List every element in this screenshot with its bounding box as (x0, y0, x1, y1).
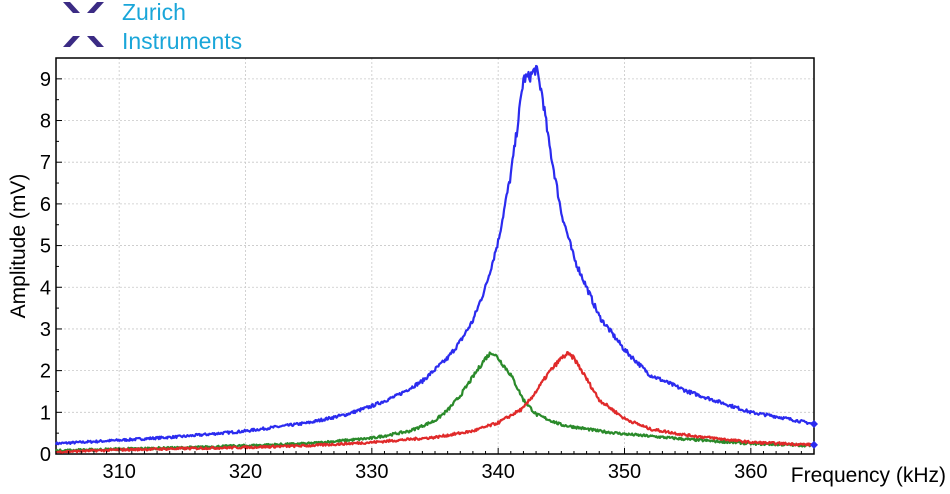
series-line-3 (55, 351, 815, 454)
y-tick-label: 1 (40, 402, 51, 424)
series-layer (54, 64, 818, 454)
x-tick-label: 340 (481, 461, 514, 483)
brand-name-line1: Zurich (122, 0, 186, 25)
y-tick-label: 9 (40, 69, 51, 91)
y-tick-label: 4 (40, 277, 51, 299)
y-tick-label: 5 (40, 236, 51, 258)
brand-name-line2: Instruments (122, 28, 242, 54)
x-tick-label: 320 (229, 461, 262, 483)
plot-frame (55, 57, 815, 455)
zurich-instruments-logo-icon (63, 2, 104, 47)
y-tick-label: 6 (40, 194, 51, 216)
x-tick-label: 360 (734, 461, 767, 483)
x-tick-label: 350 (608, 461, 641, 483)
series-end-marker (810, 440, 818, 449)
y-axis-label: Amplitude (mV) (7, 174, 30, 319)
series-line-1 (54, 64, 815, 446)
y-tick-label: 8 (40, 111, 51, 133)
y-tick-label: 7 (40, 152, 51, 174)
grid (56, 58, 814, 455)
y-tick-label: 3 (40, 319, 51, 341)
y-tick-label: 2 (40, 361, 51, 383)
series-end-marker (810, 419, 818, 428)
x-axis-label: Frequency (kHz) (791, 464, 946, 487)
y-tick-label: 0 (40, 444, 51, 466)
tick-layer: 310 320 330 340 350 360 0 1 2 3 4 5 6 7 8 9 (40, 57, 815, 483)
x-tick-label: 310 (102, 461, 135, 483)
x-tick-label: 330 (355, 461, 388, 483)
